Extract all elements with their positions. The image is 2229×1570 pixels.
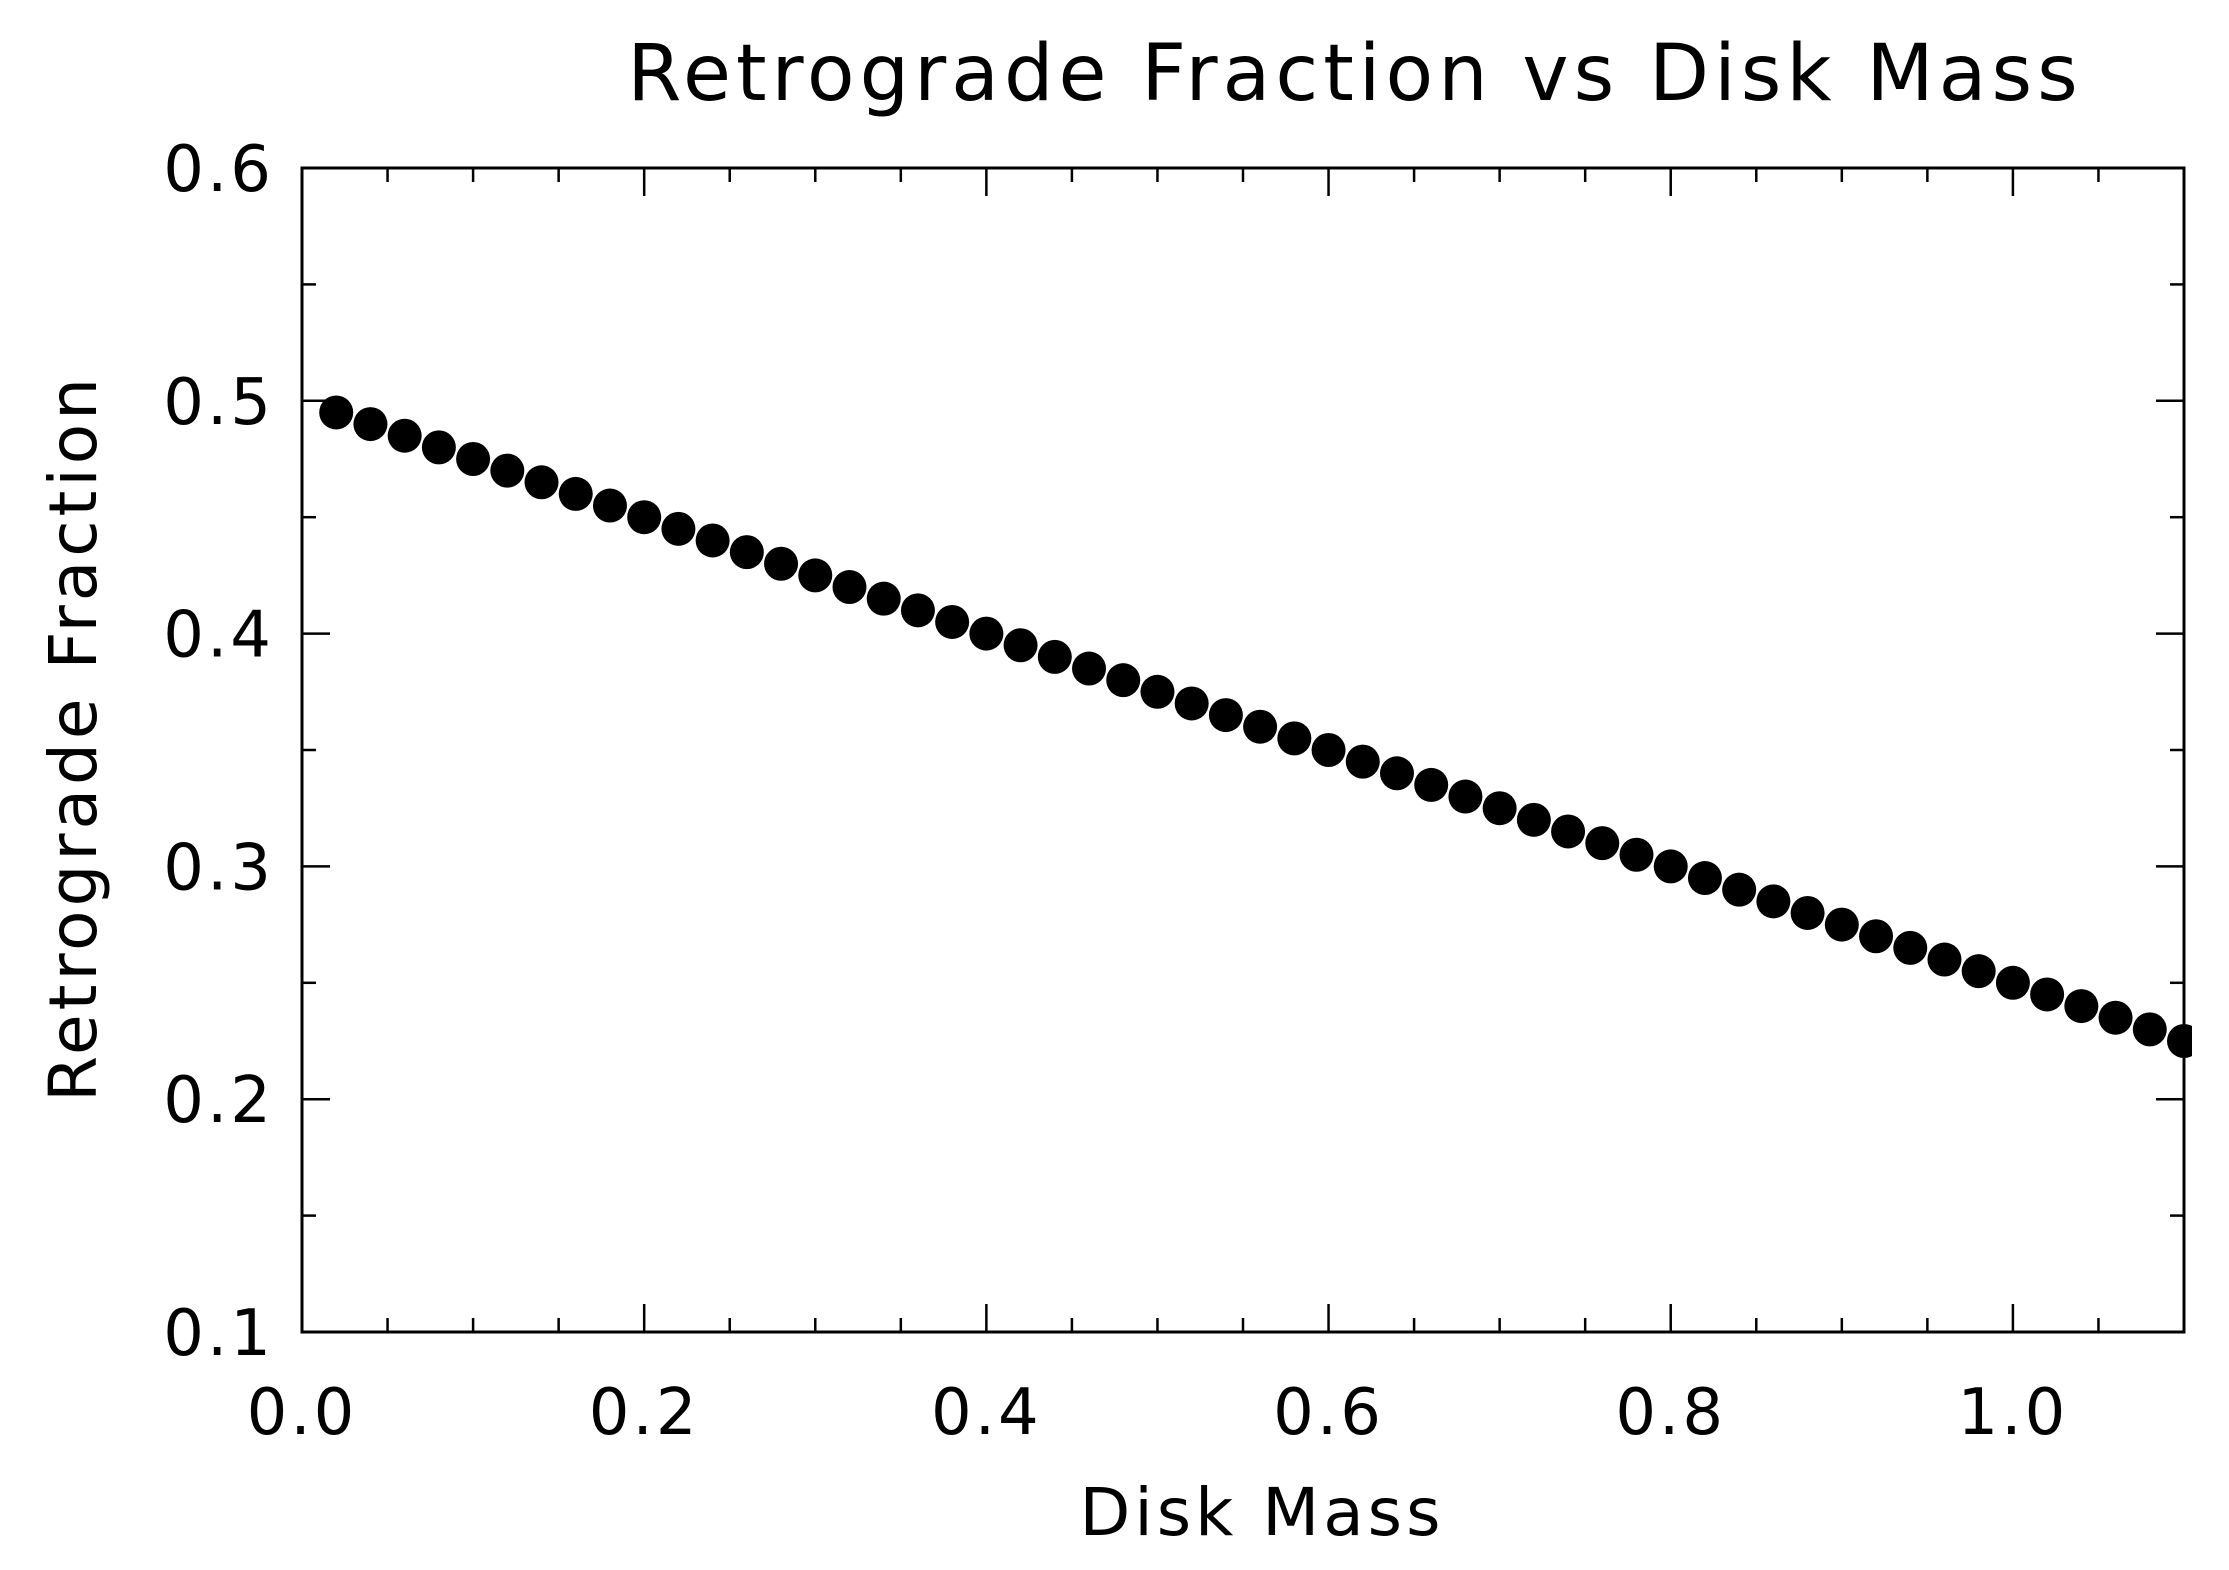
y-tick-label: 0.4 — [163, 599, 274, 673]
y-axis-label: Retrograde Fraction — [35, 374, 112, 1102]
data-point — [1893, 930, 1928, 965]
data-point — [353, 407, 388, 442]
data-point — [1140, 674, 1175, 709]
data-point — [832, 570, 867, 605]
data-point — [1208, 698, 1243, 733]
data-point — [524, 465, 559, 500]
data-point — [2167, 1024, 2192, 1058]
data-point — [387, 418, 422, 453]
x-tick-label: 0.2 — [589, 1376, 700, 1450]
data-point — [2132, 1012, 2167, 1047]
data-point — [1174, 686, 1209, 721]
data-point — [1003, 628, 1038, 663]
data-point — [866, 581, 901, 616]
data-point — [1790, 895, 1825, 930]
data-point — [1551, 814, 1586, 849]
data-points — [319, 395, 2192, 1058]
data-point — [969, 616, 1004, 651]
x-tick-label: 0.0 — [247, 1376, 358, 1450]
data-point — [627, 500, 662, 535]
y-tick-label: 0.6 — [163, 133, 274, 207]
data-point — [1687, 861, 1722, 896]
data-point — [1037, 639, 1072, 674]
plot-frame — [300, 166, 2186, 1334]
axis-ticks — [300, 166, 2186, 1334]
data-point — [1585, 826, 1620, 861]
x-tick-label: 1.0 — [1958, 1376, 2069, 1450]
chart-title: Retrograde Fraction vs Disk Mass — [627, 29, 2082, 119]
data-point — [1448, 779, 1483, 814]
data-point — [1106, 663, 1141, 698]
data-point — [1277, 721, 1312, 756]
data-point — [1379, 756, 1414, 791]
data-point — [1995, 965, 2030, 1000]
data-point — [1859, 919, 1894, 954]
x-axis-label: Disk Mass — [1080, 1474, 1445, 1551]
data-point — [319, 395, 354, 430]
data-point — [764, 546, 799, 581]
data-point — [1722, 872, 1757, 907]
data-point — [1927, 942, 1962, 977]
data-point — [592, 488, 627, 523]
data-point — [1414, 767, 1449, 802]
data-point — [2030, 977, 2065, 1012]
x-tick-label: 0.6 — [1273, 1376, 1384, 1450]
data-point — [900, 593, 935, 628]
data-point — [1619, 837, 1654, 872]
data-point — [1653, 849, 1688, 884]
tick-labels: 0.0 0.2 0.4 0.6 0.8 1.0 0.1 0.2 0.3 0.4 0.5 0.6 — [163, 133, 2069, 1450]
data-point — [695, 523, 730, 558]
data-point — [1345, 744, 1380, 779]
y-tick-label: 0.3 — [163, 831, 274, 905]
data-point — [456, 442, 491, 476]
data-point — [490, 453, 525, 488]
x-tick-label: 0.8 — [1615, 1376, 1726, 1450]
data-point — [798, 558, 833, 593]
data-point — [935, 604, 970, 639]
data-point — [2098, 1000, 2133, 1035]
data-point — [1756, 884, 1791, 919]
data-point — [1311, 733, 1346, 767]
data-point — [1072, 651, 1107, 686]
data-point — [1824, 907, 1859, 942]
y-tick-label: 0.2 — [163, 1064, 274, 1138]
y-tick-label: 0.5 — [163, 366, 274, 440]
y-tick-label: 0.1 — [163, 1297, 274, 1371]
data-point — [1482, 791, 1517, 826]
data-point — [661, 511, 696, 546]
data-point — [1243, 709, 1278, 744]
data-point — [421, 430, 456, 465]
data-point — [2064, 989, 2099, 1024]
x-tick-label: 0.4 — [931, 1376, 1042, 1450]
data-point — [558, 476, 593, 511]
data-point — [729, 535, 764, 570]
data-point — [1961, 954, 1996, 989]
data-point — [1516, 802, 1551, 837]
